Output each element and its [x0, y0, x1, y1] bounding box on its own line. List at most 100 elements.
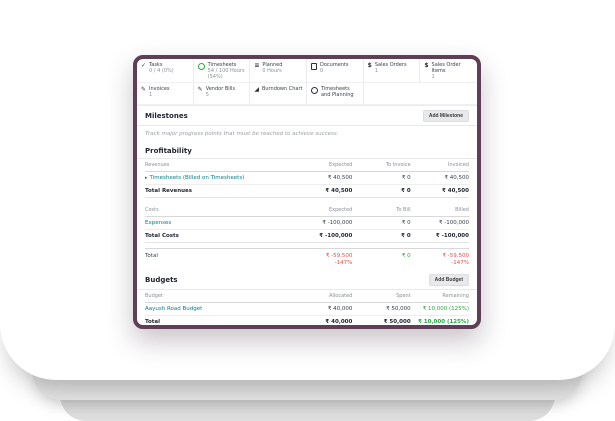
stat-grid-filler [363, 83, 421, 105]
stat-label: Timesheets [207, 62, 237, 68]
cell-to-invoice: ₹ 0 [401, 175, 411, 181]
stat-button-sales-orders[interactable]: $ Sales Orders 1 [363, 59, 421, 83]
total-label: Total Costs [145, 233, 179, 239]
stat-value: 1 [149, 92, 153, 98]
stat-label: Planned [262, 62, 283, 68]
add-budget-button[interactable]: Add Budget [428, 274, 469, 286]
stat-button-timesheets-planning[interactable]: Timesheets and Planning [307, 83, 364, 105]
stat-label: Vendor Bills [205, 86, 236, 92]
costs-header-row: Costs Expected To Bill Billed [145, 204, 469, 217]
cell-spent: ₹ 50,000 [383, 319, 411, 325]
stat-label: Documents [320, 62, 349, 68]
timer-icon [197, 63, 205, 70]
budgets-header-row: Budget Allocated Spent Remaining [145, 290, 469, 303]
column-header: Remaining [442, 293, 469, 299]
milestones-title: Milestones [145, 112, 188, 120]
stat-label: Sales Orders [374, 62, 407, 68]
column-header: Spent [396, 293, 411, 299]
stat-label: Timesheets and Planning [321, 86, 354, 98]
stat-value: 1 [431, 74, 435, 80]
project-overview-card: ✓ Tasks 0 / 4 (0%) Timesheets 54 / 100 Hou… [133, 55, 481, 329]
budget-row-link[interactable]: Aayush Road Budget [145, 306, 203, 312]
stat-button-vendor-bills[interactable]: ✎ Vendor Bills 5 [193, 83, 251, 105]
table-row: Aayush Road Budget ₹ 40,000 ₹ 50,000 ₹ 1… [145, 303, 469, 316]
column-header: To Bill [396, 207, 411, 213]
stat-button-documents[interactable]: Documents 0 [307, 59, 364, 83]
cell-invoiced: ₹ 40,500 [442, 188, 469, 194]
stat-button-timesheets[interactable]: Timesheets 54 / 100 Hours (54%) [193, 59, 251, 83]
cell-expected: ₹ 40,500 [327, 175, 353, 181]
total-label: Total Revenues [145, 188, 193, 194]
cell-expected: ₹ 40,500 [325, 188, 353, 194]
column-header: Invoiced [447, 162, 469, 168]
edit-icon: ✎ [141, 86, 147, 93]
column-header: Costs [145, 207, 159, 213]
revenues-table: Revenues Expected To Invoice Invoiced ▸ T… [137, 159, 477, 270]
cell-allocated: ₹ 40,000 [325, 319, 353, 325]
total-billed-pct: -147% [451, 260, 469, 266]
stat-value: 0 Hours [262, 68, 282, 74]
total-label: Total [145, 253, 158, 259]
stat-button-tasks[interactable]: ✓ Tasks 0 / 4 (0%) [137, 59, 194, 83]
stat-grid-filler [420, 83, 477, 105]
cell-expected: ₹ -100,000 [322, 220, 353, 226]
stat-label: Sales Order Items [431, 62, 461, 74]
stat-button-grid: ✓ Tasks 0 / 4 (0%) Timesheets 54 / 100 Hou… [137, 59, 477, 106]
revenues-header-row: Revenues Expected To Invoice Invoiced [145, 159, 469, 172]
budgets-table: Budget Allocated Spent Remaining Aayush … [137, 290, 477, 325]
stat-label: Tasks [149, 62, 163, 68]
clock-icon [311, 87, 318, 94]
total-to-bill: ₹ 0 [401, 253, 411, 259]
column-header: Expected [329, 207, 353, 213]
total-revenues-row: Total Revenues ₹ 40,500 ₹ 0 ₹ 40,500 [145, 185, 469, 198]
list-icon: ≡ [254, 62, 260, 69]
expand-caret-icon[interactable]: ▸ [145, 175, 148, 181]
stat-button-planned[interactable]: ≡ Planned 0 Hours [250, 59, 307, 83]
budgets-section-header: Budgets Add Budget [137, 270, 477, 290]
total-label: Total [145, 319, 161, 325]
revenue-row-link[interactable]: Timesheets (Billed on Timesheets) [149, 175, 245, 181]
dollar-icon: $ [367, 62, 372, 69]
add-milestone-button[interactable]: Add Milestone [422, 110, 469, 122]
stat-label: Invoices [149, 86, 170, 92]
stat-button-sales-order-items[interactable]: $ Sales Order Items 1 [420, 59, 477, 83]
cell-billed: ₹ -100,000 [435, 233, 469, 239]
cell-spent: ₹ 50,000 [386, 306, 411, 312]
total-costs-row: Total Costs ₹ -100,000 ₹ 0 ₹ -100,000 [145, 230, 469, 243]
cell-expected: ₹ -100,000 [319, 233, 353, 239]
cost-row-link[interactable]: Expenses [145, 220, 172, 226]
stat-button-invoices[interactable]: ✎ Invoices 1 [137, 83, 194, 105]
stat-button-burndown-chart[interactable]: ◢ Burndown Chart [250, 83, 307, 105]
stat-value: 1 [374, 68, 379, 74]
dollar-icon: $ [424, 62, 429, 69]
column-header: Budget [145, 293, 163, 299]
cell-invoiced: ₹ 40,500 [444, 175, 469, 181]
cell-to-bill: ₹ 0 [401, 220, 411, 226]
stat-label: Burndown Chart [261, 86, 303, 92]
stat-value: 0 / 4 (0%) [149, 68, 174, 74]
check-icon: ✓ [141, 62, 147, 69]
milestones-description: Track major progress points that must be… [145, 131, 339, 137]
cell-allocated: ₹ 40,000 [327, 306, 353, 312]
edit-icon: ✎ [197, 86, 203, 93]
table-row: Expenses ₹ -100,000 ₹ 0 ₹ -100,000 [145, 217, 469, 230]
column-header: Expected [329, 162, 353, 168]
stat-value: 54 / 100 Hours (54%) [207, 68, 245, 80]
total-expected: ₹ -59,500 [325, 253, 353, 259]
cell-remaining: ₹ 10,000 (125%) [418, 319, 469, 325]
profitability-total-row: Total ₹ -59,500 -147% ₹ 0 ₹ -59,500 -147… [145, 248, 469, 270]
column-header: Billed [455, 207, 469, 213]
budgets-total-row: Total ₹ 40,000 ₹ 50,000 ₹ 10,000 (125%) [145, 316, 469, 325]
document-icon [311, 63, 317, 70]
stat-value: 0 [320, 68, 324, 74]
column-header: Revenues [145, 162, 170, 168]
cell-to-invoice: ₹ 0 [401, 188, 411, 194]
table-row: ▸ Timesheets (Billed on Timesheets) ₹ 40,… [145, 172, 469, 185]
cell-to-bill: ₹ 0 [401, 233, 411, 239]
profitability-title: Profitability [145, 147, 192, 155]
total-billed: ₹ -59,500 [442, 253, 469, 259]
profitability-section-header: Profitability [137, 143, 477, 159]
cell-billed: ₹ -100,000 [438, 220, 469, 226]
milestones-section-header: Milestones Add Milestone [137, 106, 477, 126]
total-expected-pct: -147% [334, 260, 353, 266]
